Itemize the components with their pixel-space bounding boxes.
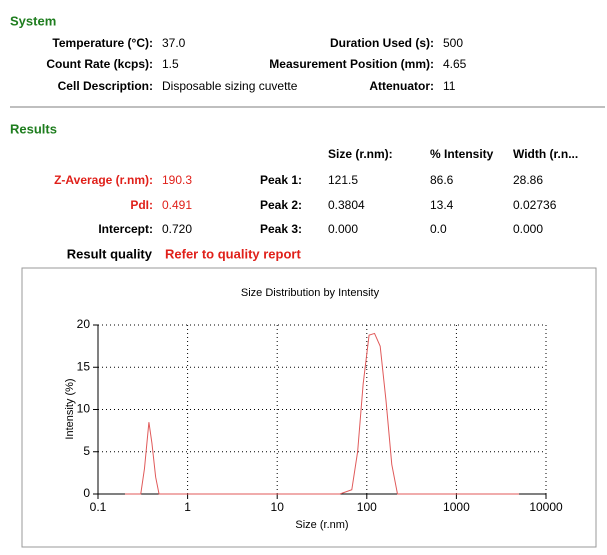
peak-value: 28.86 [513,173,543,187]
field-value: 1.5 [162,57,179,71]
peak-value: 0.3804 [328,198,365,212]
result-value: 190.3 [162,173,192,187]
peak-label: Peak 3: [260,222,302,236]
section-title: Results [10,121,57,136]
result-label: PdI: [130,198,153,212]
y-axis-label: Intensity (%) [64,378,76,439]
peak-label: Peak 1: [260,173,302,187]
peak-value: 86.6 [430,173,454,187]
x-tick-label: 100 [357,500,377,514]
field-value: 4.65 [443,57,467,71]
y-tick-label: 5 [83,444,90,458]
peak-value: 0.02736 [513,198,557,212]
result-label: Z-Average (r.nm): [54,173,153,187]
field-label: Measurement Position (mm): [269,57,434,71]
y-tick-label: 0 [83,486,90,500]
x-tick-label: 10 [271,500,285,514]
field-label: Count Rate (kcps): [46,57,153,71]
y-tick-label: 15 [77,359,91,373]
result-value: 0.720 [162,222,192,236]
result-value: 0.491 [162,198,192,212]
chart-frame [21,267,597,548]
field-value: 500 [443,36,463,50]
peak-value: 0.000 [513,222,543,236]
column-header: Width (r.n... [513,147,578,161]
field-label: Attenuator: [369,79,434,93]
quality-value: Refer to quality report [165,246,301,261]
peak-value: 0.000 [328,222,358,236]
peak-value: 13.4 [430,198,454,212]
y-tick-label: 20 [77,317,91,331]
y-tick-label: 10 [77,402,91,416]
peak-value: 0.0 [430,222,447,236]
field-label: Temperature (°C): [52,36,153,50]
column-header: % Intensity [430,147,494,161]
quality-label: Result quality [67,246,153,261]
distribution-line [124,332,520,495]
field-value: 37.0 [162,36,186,50]
section-title: System [10,13,56,28]
x-tick-label: 1 [184,500,191,514]
field-label: Duration Used (s): [330,36,434,50]
x-tick-label: 1000 [443,500,470,514]
x-tick-label: 10000 [529,500,563,514]
x-tick-label: 0.1 [90,500,107,514]
x-axis-label: Size (r.nm) [295,519,348,531]
result-label: Intercept: [98,222,153,236]
field-value: Disposable sizing cuvette [162,79,298,93]
field-value: 11 [443,79,456,93]
chart-title: Size Distribution by Intensity [241,287,380,299]
field-label: Cell Description: [58,79,153,93]
peak-label: Peak 2: [260,198,302,212]
column-header: Size (r.nm): [328,147,393,161]
peak-value: 121.5 [328,173,358,187]
